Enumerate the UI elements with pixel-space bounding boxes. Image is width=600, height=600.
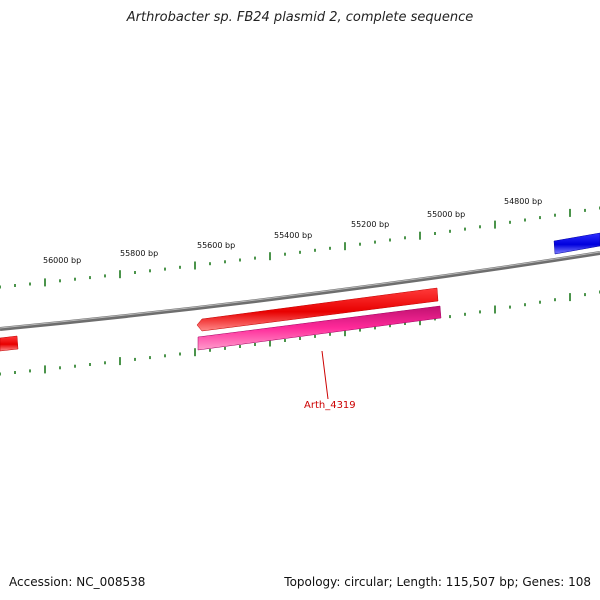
plasmid-backbone bbox=[0, 251, 600, 331]
gene-label-arth-4319[interactable]: Arth_4319 bbox=[304, 400, 356, 411]
forward-gene-partial-right[interactable] bbox=[553, 232, 600, 255]
accession-text: Accession: NC_008538 bbox=[9, 575, 146, 589]
tick-label-55600: 55600 bp bbox=[197, 241, 235, 250]
sequence-summary: Topology: circular; Length: 115,507 bp; … bbox=[284, 575, 591, 589]
tick-label-56000: 56000 bp bbox=[43, 256, 81, 265]
upper-tick-track bbox=[0, 206, 600, 289]
tick-label-54800: 54800 bp bbox=[504, 197, 542, 206]
tick-label-55200: 55200 bp bbox=[351, 220, 389, 229]
map-title: Arthrobacter sp. FB24 plasmid 2, complet… bbox=[126, 10, 474, 25]
tick-label-55800: 55800 bp bbox=[120, 249, 158, 258]
tick-label-55000: 55000 bp bbox=[427, 210, 465, 219]
gene-label-leader bbox=[321, 350, 329, 400]
cds-feature-arth-4319[interactable] bbox=[197, 305, 442, 351]
plasmid-backbone-highlight bbox=[0, 251, 600, 329]
reverse-gene-arrow[interactable] bbox=[196, 287, 439, 332]
reverse-gene-partial-left[interactable] bbox=[0, 335, 19, 352]
tick-label-55400: 55400 bp bbox=[274, 231, 312, 240]
